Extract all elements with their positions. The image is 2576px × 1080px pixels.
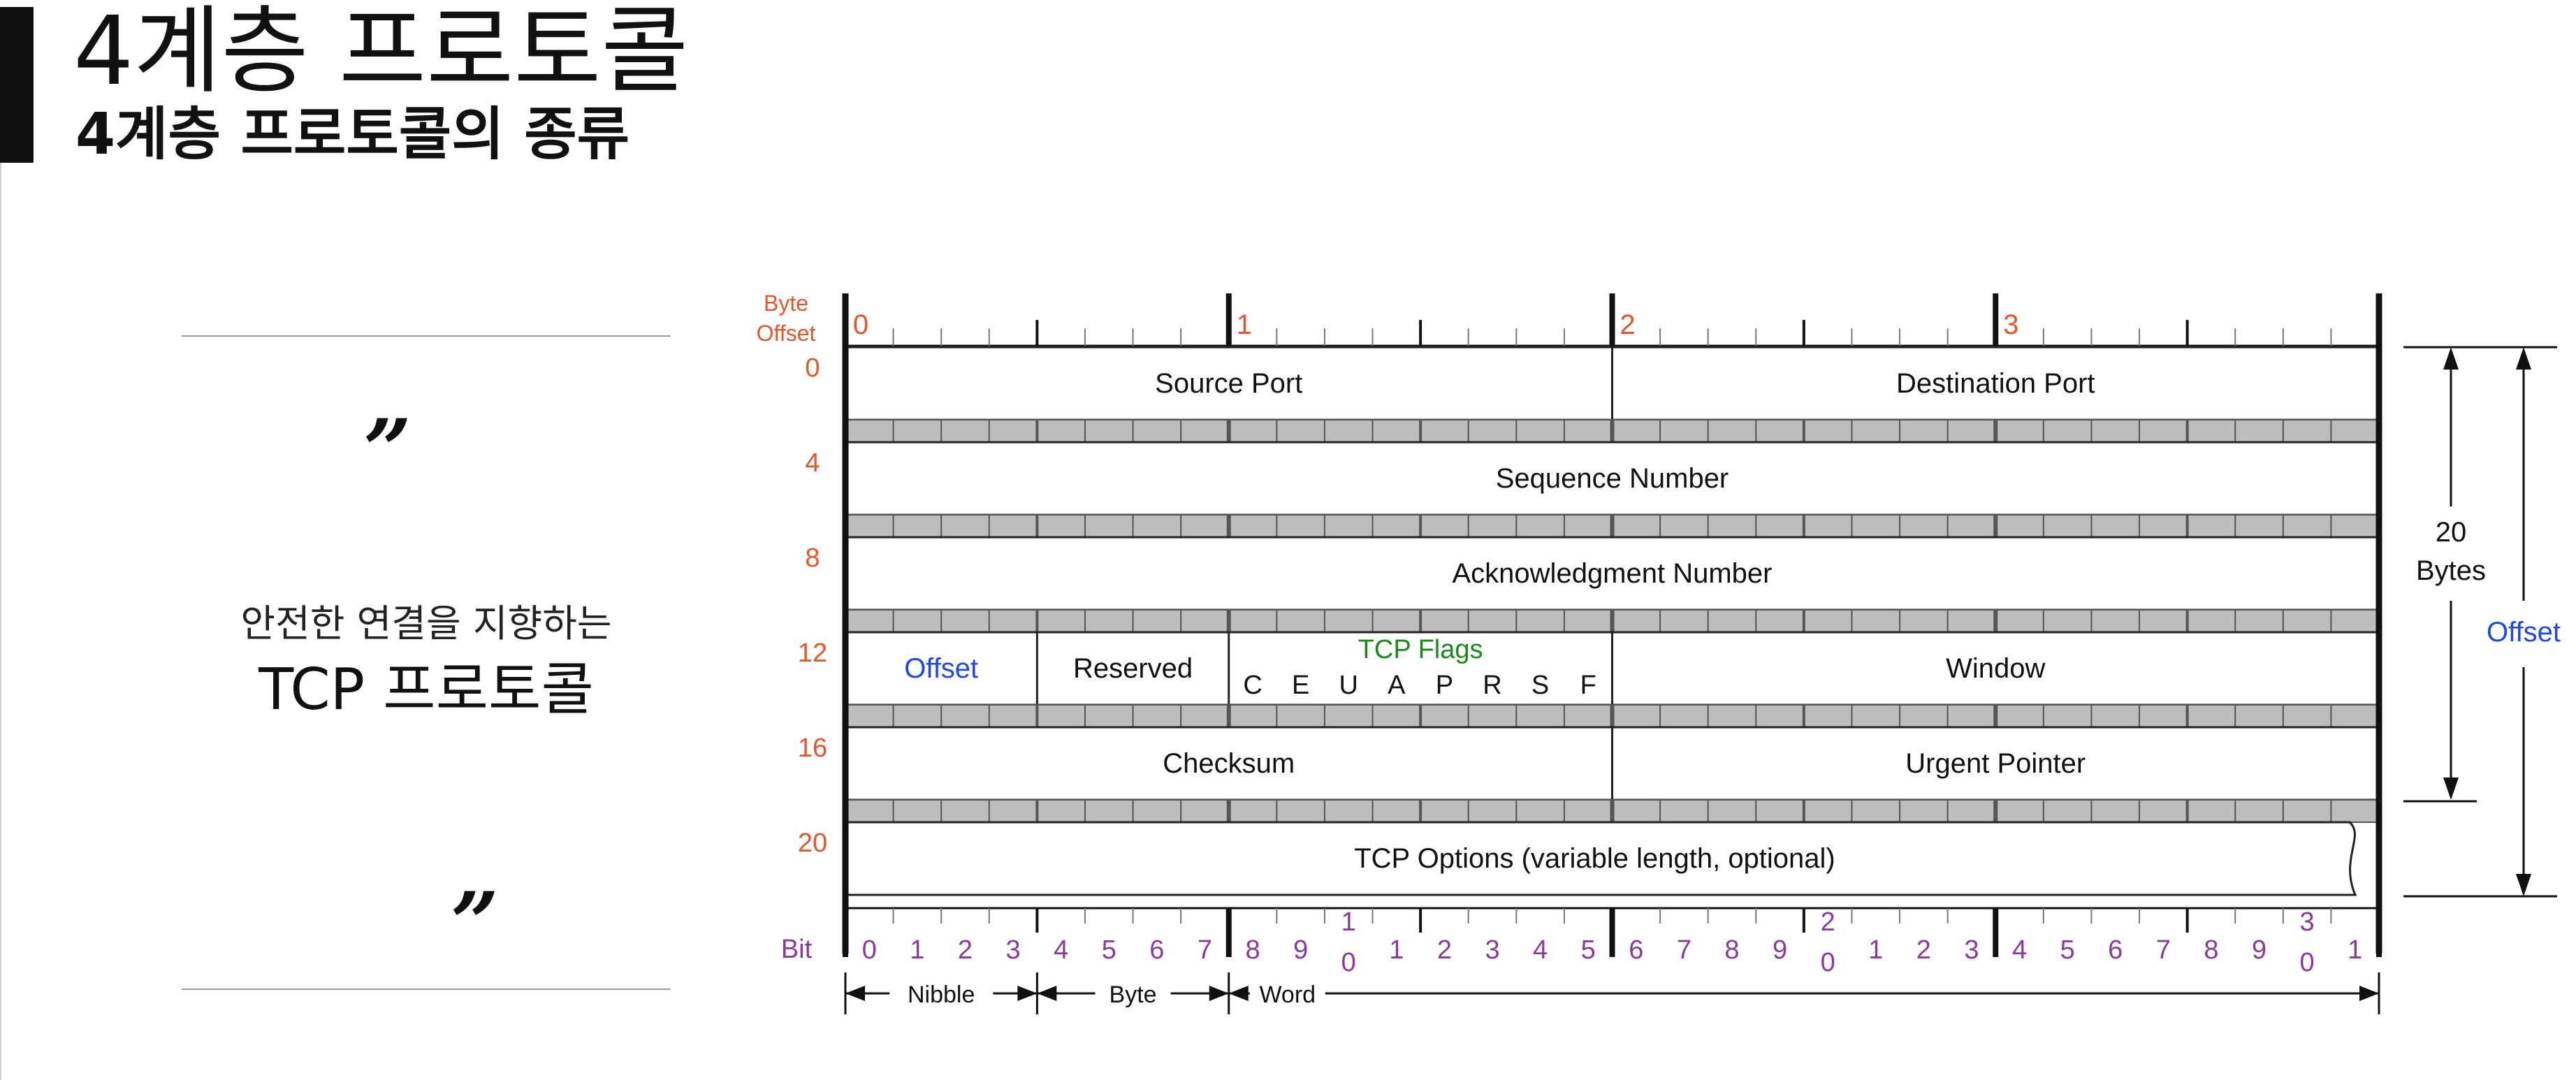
- bit-number: 1: [910, 935, 924, 965]
- bit-number: 5: [2060, 935, 2075, 965]
- bit-number: 8: [1724, 935, 1739, 965]
- tcp-flag-letter: U: [1339, 671, 1358, 700]
- bit-number: 1: [1389, 935, 1404, 965]
- size-label-unit: Bytes: [2416, 555, 2486, 586]
- bit-number: 4: [1054, 935, 1068, 965]
- unit-arrow-head: [1017, 986, 1038, 1001]
- size-arrow-head: [2443, 778, 2459, 800]
- bit-number: 2: [1916, 935, 1931, 965]
- tcp-flag-letter: R: [1483, 671, 1501, 700]
- byte-number: 3: [2003, 309, 2018, 340]
- title-accent-bar: [0, 7, 34, 163]
- tcp-flag-letter: F: [1580, 671, 1596, 700]
- bit-number: 8: [1245, 935, 1260, 965]
- quote-bottom-divider: [182, 988, 671, 990]
- quote-top-divider: [182, 335, 671, 337]
- offset-arrow-head: [2516, 347, 2531, 370]
- row-box-options: [844, 821, 2357, 896]
- size-arrow-head: [2443, 347, 2459, 370]
- field-label: Checksum: [1163, 748, 1295, 779]
- tcp-flag-letter: A: [1388, 671, 1406, 700]
- bit-number: 6: [2108, 935, 2123, 965]
- byte-number: 0: [853, 309, 868, 340]
- field-label: Urgent Pointer: [1905, 748, 2086, 779]
- bit-number: 0: [1821, 948, 1835, 977]
- bit-number: 9: [1293, 935, 1308, 965]
- row-byte-offset: 4: [805, 448, 820, 478]
- field-label-tcp-flags: TCP Flags: [1358, 635, 1483, 664]
- offset-arrow-head: [2516, 874, 2531, 896]
- left-border-line: [0, 163, 1, 1080]
- bit-number: 2: [1437, 935, 1452, 965]
- byte-number: 2: [1620, 309, 1635, 340]
- bit-number: 0: [1341, 948, 1356, 977]
- bit-number: 4: [2012, 935, 2027, 965]
- field-label: Window: [1946, 653, 2045, 684]
- bit-number: 3: [1485, 935, 1499, 965]
- bit-number: 6: [1149, 935, 1164, 965]
- bit-number: 4: [1533, 935, 1548, 965]
- bit-number: 1: [1868, 935, 1883, 965]
- tcp-flag-letter: C: [1243, 671, 1262, 700]
- row-byte-offset: 12: [798, 638, 827, 668]
- bit-number: 1: [2348, 935, 2362, 965]
- byte-number: 1: [1237, 309, 1252, 340]
- size-label-value: 20: [2436, 517, 2467, 548]
- close-quote-icon: ”: [451, 874, 500, 972]
- field-label: Source Port: [1155, 368, 1302, 399]
- open-quote-icon: ”: [363, 401, 412, 499]
- bit-number: 7: [1677, 935, 1691, 965]
- bit-number: 3: [1006, 935, 1021, 965]
- quote-heading: TCP 프로토콜: [259, 657, 594, 723]
- row-byte-offset: 8: [805, 543, 820, 573]
- bit-number: 8: [2204, 935, 2218, 965]
- bit-number: 1: [1341, 907, 1356, 937]
- unit-arrow-head: [1228, 986, 1249, 1001]
- field-label: Acknowledgment Number: [1453, 558, 1773, 589]
- field-label: Destination Port: [1896, 368, 2095, 399]
- bit-number: 0: [862, 935, 877, 965]
- bit-number: 6: [1629, 935, 1643, 965]
- bit-number: 9: [2252, 935, 2266, 965]
- unit-arrow-head: [2359, 986, 2379, 1001]
- bit-number: 2: [958, 935, 973, 965]
- byte-offset-label: Offset: [757, 321, 816, 346]
- unit-arrow-head: [1037, 986, 1057, 1001]
- unit-arrow-head: [1209, 986, 1229, 1001]
- offset-dimension-label: Offset: [2487, 617, 2561, 648]
- tcp-flag-letter: P: [1436, 671, 1453, 700]
- unit-label-nibble: Nibble: [908, 982, 975, 1008]
- field-label: Offset: [904, 653, 978, 684]
- field-label: TCP Options (variable length, optional): [1354, 843, 1835, 874]
- bit-number: 7: [2156, 935, 2171, 965]
- field-label: Reserved: [1073, 653, 1193, 684]
- bit-number: 5: [1102, 935, 1116, 965]
- bit-number: 5: [1581, 935, 1596, 965]
- row-byte-offset: 0: [805, 353, 820, 383]
- bit-number: 2: [1821, 907, 1835, 937]
- row-byte-offset: 16: [798, 734, 827, 763]
- field-label: Sequence Number: [1496, 463, 1729, 494]
- bit-label: Bit: [781, 935, 813, 964]
- bit-number: 3: [1964, 935, 1979, 965]
- tcp-flag-letter: S: [1531, 671, 1549, 700]
- page-title: 4계층 프로토콜: [73, 0, 689, 107]
- row-byte-offset: 20: [798, 829, 827, 858]
- bit-number: 9: [1773, 935, 1787, 965]
- bit-number: 0: [2300, 948, 2315, 977]
- unit-arrow-head: [845, 986, 865, 1001]
- unit-label-word: Word: [1259, 982, 1316, 1008]
- bit-number: 7: [1198, 935, 1212, 965]
- byte-offset-label: Byte: [764, 291, 808, 316]
- quote-caption: 안전한 연결을 지향하는: [240, 601, 612, 645]
- page-subtitle: 4계층 프로토콜의 종류: [75, 101, 630, 168]
- bit-number: 3: [2300, 907, 2315, 937]
- tcp-flag-letter: E: [1292, 671, 1309, 700]
- unit-label-byte: Byte: [1109, 982, 1157, 1008]
